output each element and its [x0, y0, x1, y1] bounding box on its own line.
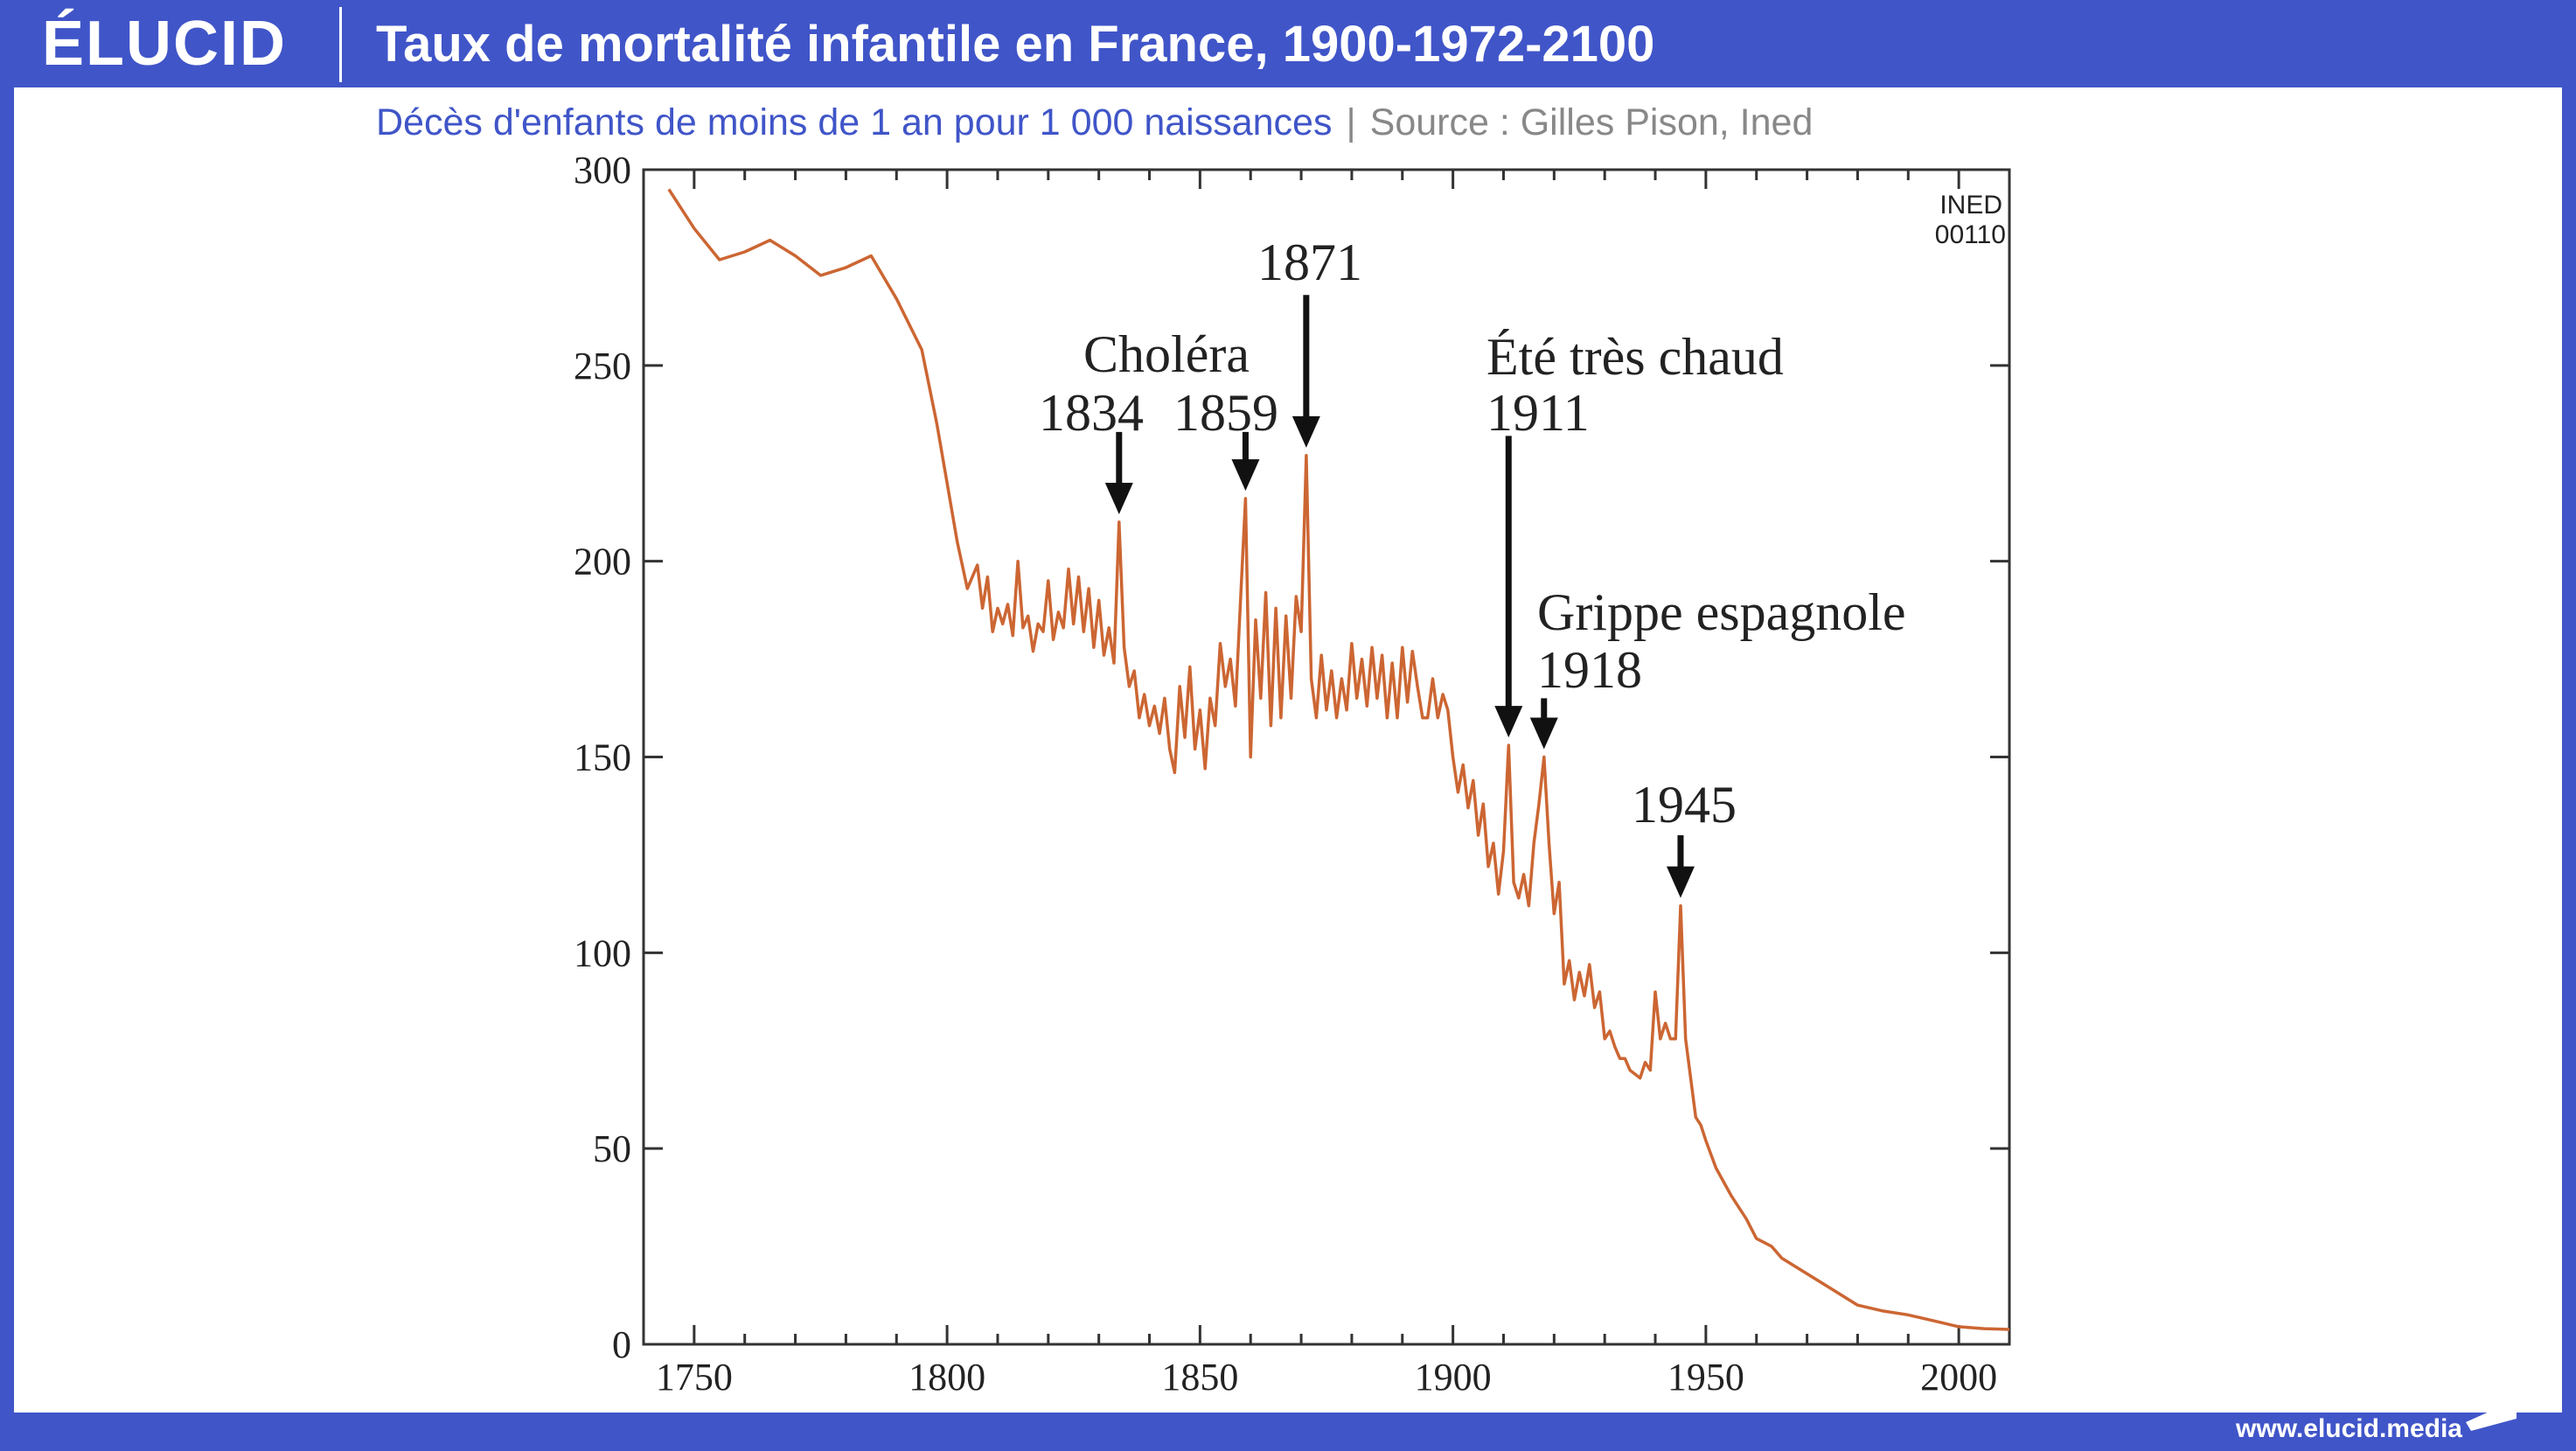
subtitle-separator: | [1346, 101, 1356, 143]
subtitle-source: Source : Gilles Pison, Ined [1369, 101, 1814, 143]
y-tick-label: 150 [574, 736, 631, 779]
x-tick-label: 2000 [1920, 1356, 1997, 1399]
annotation-arrow-head [1494, 706, 1523, 738]
header-divider [339, 7, 342, 82]
y-tick-label: 300 [574, 149, 631, 192]
annotation-1859-label: 1859 [1173, 384, 1278, 442]
elucid-logo[interactable]: ÉLUCID [42, 9, 287, 79]
elucid-flag-icon [2466, 1399, 2517, 1431]
y-tick-label: 250 [574, 345, 631, 387]
page-title: Taux de mortalité infantile en France, 1… [376, 16, 1655, 73]
annotation-cholera-label: Choléra [1083, 325, 1250, 383]
annotation-arrow-head [1231, 459, 1260, 492]
plot-frame [642, 168, 2011, 1346]
x-tick-label: 1800 [909, 1356, 985, 1399]
x-tick-label: 1900 [1415, 1356, 1492, 1399]
annotation-1945-label: 1945 [1632, 776, 1737, 834]
x-tick-label: 1750 [656, 1356, 733, 1399]
annotation-arrow-head [1291, 415, 1320, 448]
watermark-ined: INED [1939, 191, 2002, 220]
chart-subtitle: Décès d'enfants de moins de 1 an pour 1 … [376, 98, 1813, 147]
subtitle-description: Décès d'enfants de moins de 1 an pour 1 … [376, 101, 1333, 143]
x-tick-label: 1950 [1667, 1356, 1744, 1399]
y-tick-label: 200 [574, 541, 631, 583]
annotation-arrow-head [1666, 866, 1695, 898]
mortality-series-line [667, 188, 2010, 1331]
annotation-1871-label: 1871 [1257, 234, 1362, 291]
content-panel [14, 87, 2562, 1413]
y-tick-label: 0 [612, 1323, 631, 1366]
y-tick-label: 100 [574, 931, 631, 974]
annotation-1911-label: 1911 [1486, 384, 1590, 442]
header-bar: ÉLUCID Taux de mortalité infantile en Fr… [0, 0, 2576, 87]
y-tick-label: 50 [593, 1127, 631, 1170]
annotation-ete-label: Été très chaud [1486, 328, 1784, 386]
watermark-code: 00110 [1935, 220, 2006, 249]
annotation-arrow-head [1529, 717, 1558, 750]
x-tick-label: 1850 [1161, 1356, 1238, 1399]
annotation-grippe-label: Grippe espagnole [1537, 583, 1906, 641]
annotation-1918-label: 1918 [1537, 641, 1642, 699]
annotation-arrow-head [1104, 482, 1133, 514]
annotation-1834-label: 1834 [1039, 384, 1144, 442]
footer-url[interactable]: www.elucid.media [2236, 1414, 2462, 1443]
